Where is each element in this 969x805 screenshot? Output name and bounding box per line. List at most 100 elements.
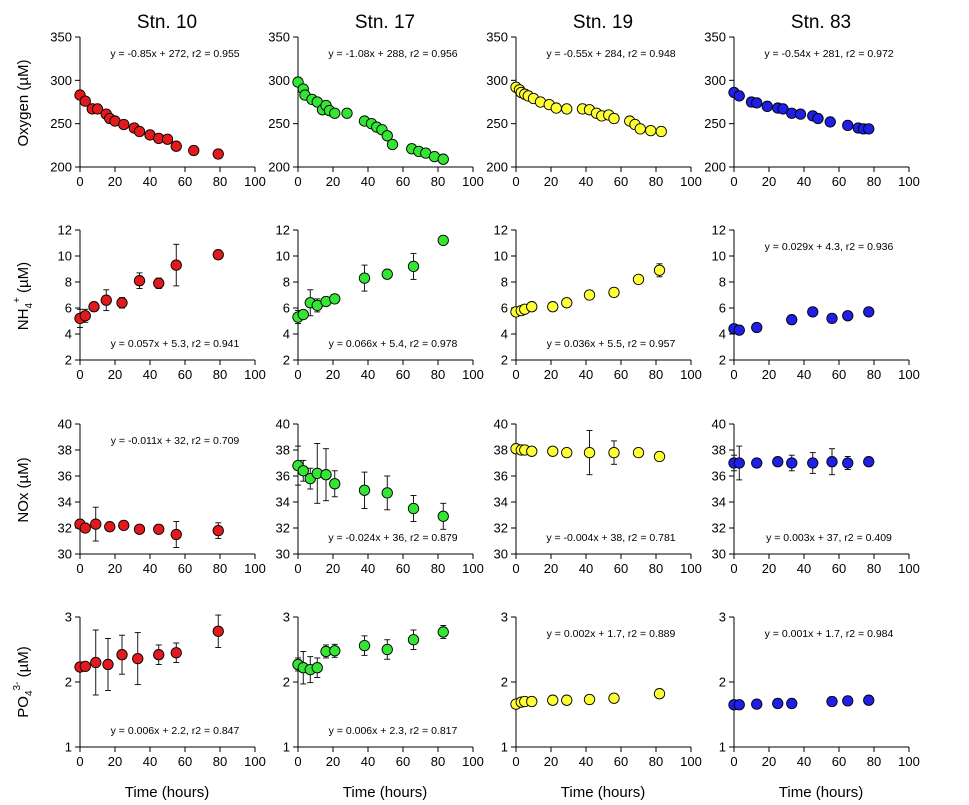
x-tick-label: 0 xyxy=(76,561,83,576)
data-point-nh4-stn-17-7 xyxy=(381,268,393,280)
data-point-po43-stn-17-8 xyxy=(407,634,420,646)
data-point-oxygen-stn-19-18 xyxy=(634,123,646,135)
data-point-nox-stn-83-3 xyxy=(772,456,784,468)
regression-equation: y = -0.011x + 32, r2 = 0.709 xyxy=(111,435,240,447)
x-tick-label: 60 xyxy=(178,754,192,769)
data-point-po43-stn-10-4 xyxy=(116,649,128,661)
x-tick-label: 80 xyxy=(213,754,227,769)
data-point-nox-stn-19-8 xyxy=(632,446,645,459)
data-point-oxygen-stn-17-14 xyxy=(381,130,393,142)
data-point-oxygen-stn-83-10 xyxy=(812,112,824,125)
x-tick-label: 60 xyxy=(178,174,192,189)
data-point-nox-stn-83-6 xyxy=(826,456,838,468)
data-point-nh4-stn-19-5 xyxy=(561,297,573,309)
x-tick-label: 100 xyxy=(898,754,920,769)
data-point-nh4-stn-10-6 xyxy=(153,277,165,289)
data-point-nox-stn-10-7 xyxy=(170,528,182,541)
panel-oxygen-stn-10: 200 250 300 350 0 20 40 60 80 100 y = -0.85x + 272… xyxy=(50,30,266,190)
data-point-nox-stn-17-7 xyxy=(381,487,393,499)
y-tick-label: 2 xyxy=(283,353,290,368)
y-tick-label: 10 xyxy=(58,249,72,264)
data-point-po43-stn-10-1 xyxy=(79,660,91,673)
y-tick-label: 38 xyxy=(712,443,726,458)
data-point-nh4-stn-17-8 xyxy=(407,260,420,273)
y-tick-label: 1 xyxy=(501,740,508,755)
data-point-po43-stn-17-3 xyxy=(311,662,323,674)
y-tick-label: 2 xyxy=(501,353,508,368)
x-tick-label: 100 xyxy=(244,754,266,769)
x-tick-label: 40 xyxy=(361,174,375,189)
panel-nox-stn-17: 30 32 34 36 38 40 0 20 40 60 80 100 y = -0.024x + 36… xyxy=(276,417,484,577)
y-tick-label: 2 xyxy=(65,675,72,690)
y-tick-label: 3 xyxy=(719,610,726,625)
x-tick-label: 80 xyxy=(431,754,445,769)
x-tick-label: 0 xyxy=(294,367,301,382)
data-point-nox-stn-17-9 xyxy=(437,510,449,522)
data-point-po43-stn-83-5 xyxy=(826,695,838,708)
y-tick-label: 12 xyxy=(58,223,72,238)
y-tick-label: 1 xyxy=(719,740,726,755)
data-point-nox-stn-10-5 xyxy=(133,523,146,535)
data-point-nox-stn-83-7 xyxy=(842,457,854,469)
y-tick-label: 3 xyxy=(283,610,290,625)
panel-oxygen-stn-17: 200 250 300 350 0 20 40 60 80 100 y = -1.08x + 288… xyxy=(268,30,484,190)
y-tick-label: 8 xyxy=(283,275,290,290)
y-tick-label: 350 xyxy=(268,30,290,45)
data-point-oxygen-stn-83-11 xyxy=(824,116,836,128)
y-tick-label: 32 xyxy=(494,521,508,536)
y-tick-label: 34 xyxy=(494,495,508,510)
data-point-nox-stn-19-3 xyxy=(526,445,538,457)
x-tick-label: 40 xyxy=(579,561,593,576)
y-tick-label: 10 xyxy=(712,249,726,264)
x-axis-title-17: Time (hours) xyxy=(343,784,427,801)
data-point-nh4-stn-83-6 xyxy=(842,310,854,322)
x-tick-label: 20 xyxy=(544,561,558,576)
y-tick-label: 3 xyxy=(65,610,72,625)
y-tick-label: 30 xyxy=(494,547,508,562)
y-tick-label: 30 xyxy=(58,547,72,562)
x-tick-label: 40 xyxy=(361,367,375,382)
data-point-nox-stn-17-6 xyxy=(358,484,371,496)
regression-equation: y = 0.006x + 2.2, r2 = 0.847 xyxy=(111,725,240,737)
y-tick-label: 12 xyxy=(494,223,508,238)
data-point-oxygen-stn-19-20 xyxy=(655,125,667,138)
x-tick-label: 60 xyxy=(396,367,410,382)
data-point-nh4-stn-19-4 xyxy=(547,301,559,313)
x-tick-label: 20 xyxy=(108,367,122,382)
y-tick-label: 6 xyxy=(283,301,290,316)
y-tick-label: 34 xyxy=(58,495,72,510)
x-tick-label: 40 xyxy=(361,561,375,576)
data-point-po43-stn-83-1 xyxy=(733,699,745,711)
x-tick-label: 100 xyxy=(244,367,266,382)
data-point-oxygen-stn-10-3 xyxy=(91,103,104,115)
y-tick-label: 8 xyxy=(65,275,72,290)
station-title-19: Stn. 19 xyxy=(573,12,633,33)
data-point-nox-stn-10-4 xyxy=(118,519,130,532)
regression-equation: y = 0.006x + 2.3, r2 = 0.817 xyxy=(329,725,458,737)
x-axis-title-10: Time (hours) xyxy=(125,784,209,801)
data-point-nh4-stn-19-7 xyxy=(608,286,620,299)
data-point-nh4-stn-10-5 xyxy=(133,275,146,287)
data-point-nh4-stn-10-2 xyxy=(88,301,100,313)
data-point-po43-stn-19-6 xyxy=(583,693,596,706)
x-tick-label: 60 xyxy=(614,754,628,769)
y-tick-label: 2 xyxy=(719,675,726,690)
y-tick-label: 350 xyxy=(486,30,508,45)
regression-equation: y = 0.002x + 1.7, r2 = 0.889 xyxy=(547,628,676,640)
data-point-nh4-stn-19-6 xyxy=(583,289,596,301)
y-tick-label: 6 xyxy=(501,301,508,316)
data-point-oxygen-stn-17-8 xyxy=(329,107,341,119)
x-tick-label: 60 xyxy=(832,367,846,382)
x-tick-label: 60 xyxy=(396,174,410,189)
data-point-nox-stn-10-1 xyxy=(79,522,91,534)
data-point-nox-stn-10-6 xyxy=(153,523,165,535)
regression-equation: y = 0.029x + 4.3, r2 = 0.936 xyxy=(765,241,894,253)
y-tick-label: 8 xyxy=(501,275,508,290)
x-tick-label: 60 xyxy=(614,174,628,189)
y-tick-label: 40 xyxy=(58,417,72,432)
y-tick-label: 8 xyxy=(719,275,726,290)
data-point-nh4-stn-10-3 xyxy=(100,294,112,306)
data-point-oxygen-stn-19-15 xyxy=(608,112,620,125)
x-tick-label: 60 xyxy=(832,561,846,576)
